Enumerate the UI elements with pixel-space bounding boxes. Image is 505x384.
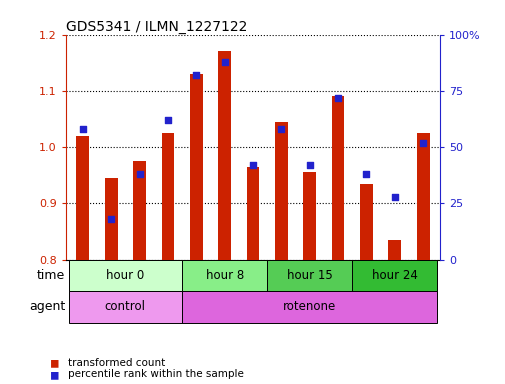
Point <box>220 58 228 65</box>
Point <box>362 171 370 177</box>
Point <box>277 126 285 132</box>
Point <box>333 94 341 101</box>
Text: GDS5341 / ILMN_1227122: GDS5341 / ILMN_1227122 <box>66 20 246 33</box>
Bar <box>303 172 316 260</box>
Text: ■: ■ <box>50 356 58 369</box>
Text: time: time <box>37 269 65 282</box>
Point <box>248 162 257 168</box>
Bar <box>416 133 429 260</box>
Text: hour 15: hour 15 <box>286 269 332 282</box>
Point <box>305 162 313 168</box>
Bar <box>133 161 145 260</box>
Bar <box>218 51 231 260</box>
Bar <box>189 74 202 260</box>
Text: transformed count: transformed count <box>68 358 165 368</box>
Text: hour 24: hour 24 <box>371 269 417 282</box>
FancyBboxPatch shape <box>351 260 436 291</box>
Text: ■: ■ <box>50 368 58 381</box>
Point <box>107 216 115 222</box>
Text: percentile rank within the sample: percentile rank within the sample <box>68 369 244 379</box>
FancyBboxPatch shape <box>69 291 182 323</box>
Bar <box>161 133 174 260</box>
FancyBboxPatch shape <box>182 260 267 291</box>
FancyBboxPatch shape <box>182 291 436 323</box>
Bar <box>331 96 344 260</box>
FancyBboxPatch shape <box>267 260 351 291</box>
Point <box>390 194 398 200</box>
Bar <box>76 136 89 260</box>
Bar <box>105 178 117 260</box>
Text: control: control <box>105 300 145 313</box>
Point <box>164 117 172 123</box>
Text: agent: agent <box>29 300 65 313</box>
Text: hour 8: hour 8 <box>205 269 243 282</box>
Bar <box>360 184 372 260</box>
Point <box>418 139 426 146</box>
FancyBboxPatch shape <box>69 260 182 291</box>
Point <box>79 126 87 132</box>
Point <box>192 72 200 78</box>
Text: hour 0: hour 0 <box>106 269 144 282</box>
Bar <box>274 122 287 260</box>
Text: rotenone: rotenone <box>283 300 336 313</box>
Bar <box>388 240 400 260</box>
Bar <box>246 167 259 260</box>
Point <box>135 171 143 177</box>
